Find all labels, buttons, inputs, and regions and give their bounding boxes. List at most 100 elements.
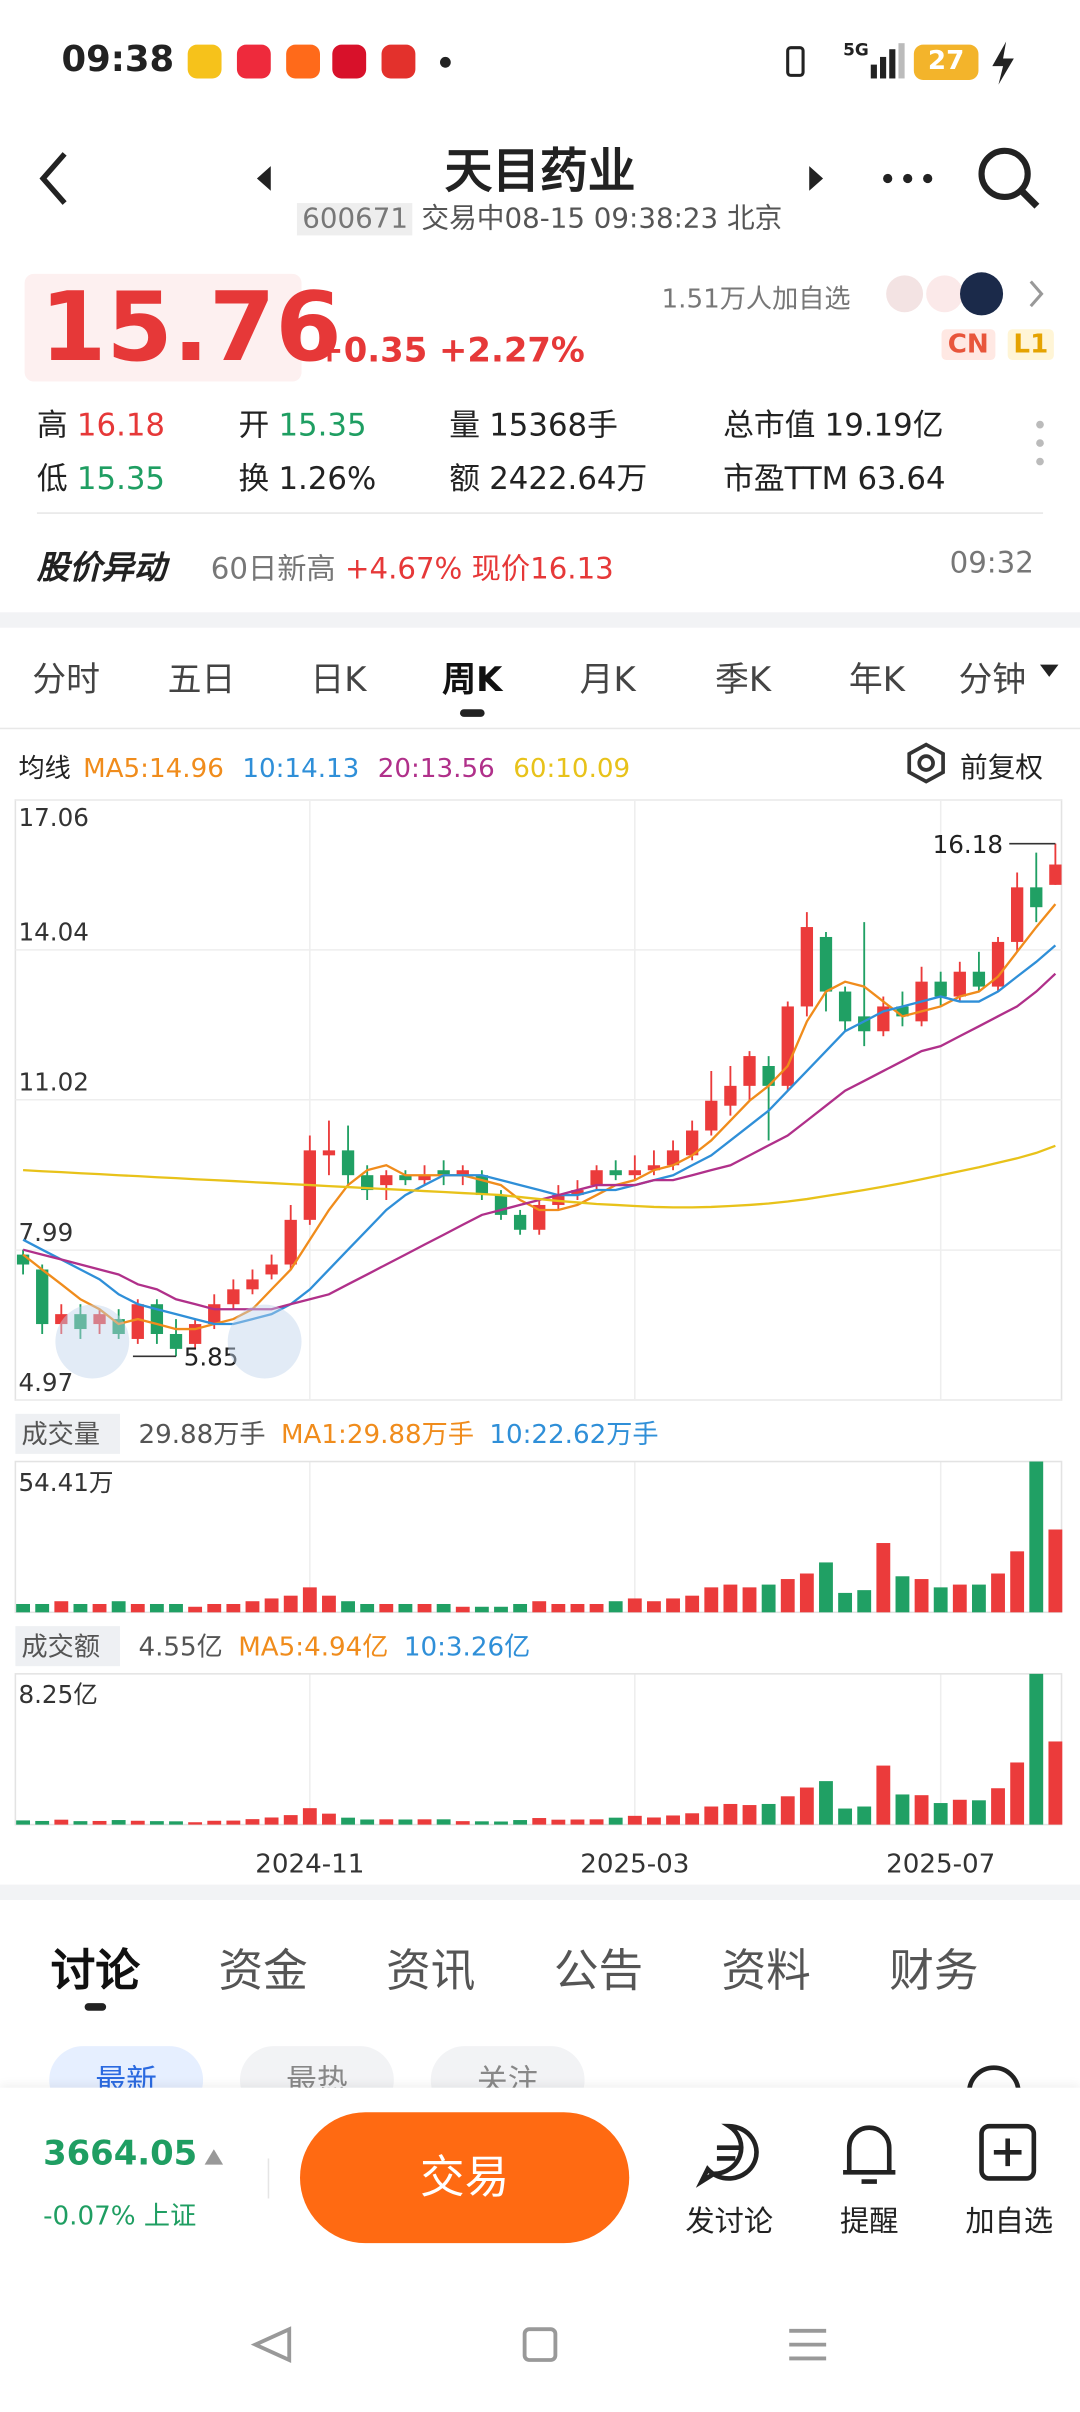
amount-bar — [35, 1820, 50, 1825]
period-tab[interactable]: 周K — [442, 661, 503, 700]
amount-bar — [455, 1821, 470, 1825]
adjust-label[interactable]: 前复权 — [959, 752, 1044, 785]
candle-body — [418, 1175, 431, 1181]
period-tab[interactable]: 分钟 — [958, 661, 1027, 700]
amount-bar — [799, 1787, 814, 1825]
amount-bar — [551, 1819, 566, 1825]
stats-more[interactable] — [1031, 418, 1049, 470]
candle-body — [74, 1314, 87, 1330]
search-button[interactable] — [975, 145, 1043, 213]
price-bg — [24, 273, 302, 382]
adjust-icon[interactable] — [905, 742, 948, 785]
candle-body — [1010, 887, 1024, 942]
candle-body — [399, 1175, 412, 1181]
candle-body — [227, 1289, 240, 1305]
candle-body — [972, 971, 986, 987]
period-tab[interactable]: 五日 — [167, 661, 236, 700]
next-stock[interactable] — [803, 163, 828, 194]
stat-label: 量 — [449, 406, 480, 444]
network: 5G — [843, 39, 869, 60]
amount-bar — [933, 1803, 948, 1825]
volume-bar — [417, 1603, 432, 1613]
amount-bar — [474, 1821, 489, 1825]
action-label[interactable]: 加自选 — [965, 2204, 1054, 2239]
candle-body — [150, 1304, 164, 1334]
candle-body — [686, 1130, 699, 1156]
stat-value: 15.35 — [278, 406, 367, 444]
more-button[interactable] — [880, 166, 935, 191]
volume-bar — [799, 1573, 814, 1613]
volume-bar — [933, 1587, 948, 1613]
info-tab[interactable]: 公告 — [553, 1944, 644, 1997]
amount-bar — [723, 1803, 738, 1825]
stat-label: 额 — [449, 459, 480, 497]
period-tab[interactable]: 分时 — [32, 661, 101, 700]
divider — [267, 2158, 270, 2199]
stock-code: 600671 — [297, 203, 413, 236]
amount-bar — [341, 1817, 355, 1825]
volume-bar — [360, 1603, 375, 1613]
stat-label: 高 — [36, 406, 68, 444]
back-button[interactable] — [31, 148, 77, 210]
candle-body — [1049, 864, 1062, 885]
panel-current: 29.88万手 MA1:29.88万手 10:22.62万手 — [138, 1420, 658, 1450]
volume-bar — [647, 1601, 661, 1613]
info-tab[interactable]: 资金 — [218, 1944, 308, 1997]
action-label[interactable]: 发讨论 — [685, 2204, 774, 2239]
panel-value: 4.55亿 — [138, 1632, 222, 1662]
volume-bar — [455, 1606, 470, 1613]
volume-bar — [876, 1543, 891, 1613]
app-icon — [187, 44, 222, 79]
amount-bar — [627, 1815, 642, 1825]
candle-body — [437, 1170, 450, 1176]
change-pct: +2.27% — [439, 332, 585, 371]
period-tab[interactable]: 月K — [579, 661, 636, 700]
panel-ma: 10:3.26亿 — [404, 1632, 530, 1662]
candle-body — [322, 1150, 336, 1156]
refresh-icon[interactable] — [960, 2052, 1028, 2098]
action-label[interactable]: 提醒 — [839, 2204, 899, 2239]
amount-bar — [283, 1815, 298, 1825]
candle-body — [513, 1214, 527, 1230]
stat-value: 15368手 — [489, 406, 618, 444]
candle-body — [169, 1333, 183, 1349]
stat: 低 15.35 — [37, 454, 165, 499]
info-tab[interactable]: 财务 — [889, 1944, 979, 1997]
amount-bar — [436, 1819, 451, 1825]
panel-label: 成交量 — [22, 1420, 100, 1450]
period-tab[interactable]: 年K — [848, 661, 905, 700]
amount-bar — [589, 1819, 604, 1825]
volume-bar — [16, 1603, 30, 1613]
index-value[interactable]: 3664.05 — [43, 2135, 198, 2174]
candle-body — [284, 1219, 297, 1265]
dropdown-arrow — [1039, 664, 1059, 677]
prev-stock[interactable] — [252, 163, 277, 194]
amount-bar — [169, 1821, 183, 1825]
info-tab[interactable]: 资讯 — [386, 1944, 476, 1997]
amount-bar — [494, 1821, 508, 1825]
volume-bar — [857, 1590, 872, 1613]
info-tab[interactable]: 资料 — [721, 1944, 811, 1997]
trade-button[interactable]: 交易 — [299, 2112, 630, 2244]
badge: L1 — [1007, 329, 1055, 360]
volume-bar — [723, 1584, 738, 1613]
alert-change: +4.67% — [344, 552, 463, 587]
change: +0.35 +2.27% — [315, 332, 584, 370]
amount-bar — [360, 1819, 375, 1825]
ma-legend-item: 20:13.56 — [377, 753, 495, 785]
amount-bar — [647, 1817, 661, 1825]
ma-legend-item: 10:14.13 — [242, 753, 360, 785]
amount-bar — [130, 1820, 145, 1825]
volume-bar — [398, 1603, 413, 1613]
info-tab[interactable]: 讨论 — [50, 1944, 141, 1997]
alert-price: 现价16.13 — [471, 552, 614, 587]
period-tab[interactable]: 季K — [715, 661, 772, 700]
stat-label: 开 — [238, 406, 270, 444]
period-tab[interactable]: 日K — [310, 661, 367, 700]
charging-icon — [992, 41, 1014, 85]
trade-status: 交易中08-15 09:38:23 北京 — [421, 203, 783, 236]
volume-bar — [245, 1601, 260, 1613]
amount-bar — [379, 1819, 394, 1825]
stock-name: 天目药业 — [444, 144, 636, 200]
